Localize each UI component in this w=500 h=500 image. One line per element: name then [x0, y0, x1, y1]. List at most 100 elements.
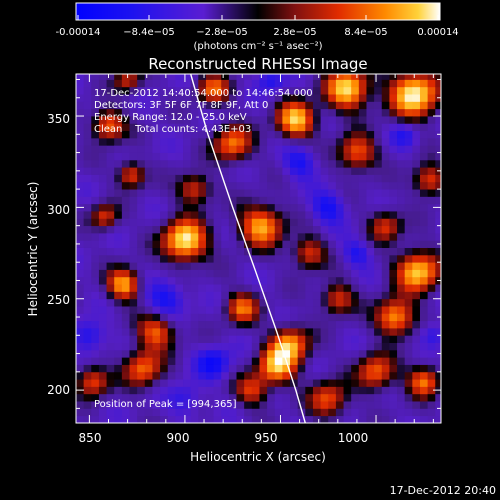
heatmap-cell — [351, 108, 360, 117]
heatmap-cell — [381, 262, 390, 270]
heatmap-cell — [335, 247, 344, 256]
heatmap-cell — [381, 240, 390, 248]
heatmap-cell — [251, 320, 260, 329]
heatmap-cell — [351, 218, 360, 227]
heatmap-cell — [221, 211, 230, 219]
heatmap-cell — [305, 189, 314, 197]
heatmap-cell — [312, 159, 321, 168]
heatmap-cell — [76, 401, 85, 409]
heatmap-cell — [98, 298, 107, 307]
heatmap-cell — [328, 94, 337, 102]
heatmap-cell — [76, 349, 85, 358]
heatmap-cell — [351, 196, 360, 205]
heatmap-cell — [244, 327, 253, 336]
heatmap-cell — [290, 306, 299, 314]
heatmap-cell — [236, 408, 245, 417]
heatmap-cell — [175, 167, 184, 175]
heatmap-cell — [297, 371, 306, 380]
heatmap-cell — [106, 167, 115, 175]
heatmap-cell — [91, 94, 100, 102]
heatmap-cell — [343, 101, 352, 110]
heatmap-cell — [167, 211, 176, 219]
heatmap-cell — [435, 254, 441, 263]
heatmap-cell — [144, 108, 153, 117]
heatmap-cell — [244, 152, 253, 161]
heatmap-cell — [404, 167, 413, 175]
heatmap-cell — [175, 313, 184, 322]
heatmap-cell — [98, 94, 107, 102]
heatmap-cell — [297, 218, 306, 227]
heatmap-cell — [343, 349, 352, 358]
heatmap-cell — [183, 276, 192, 285]
heatmap-cell — [106, 211, 115, 219]
heatmap-cell — [312, 232, 321, 241]
heatmap-cell — [282, 196, 291, 205]
heatmap-cell — [152, 167, 161, 175]
heatmap-cell — [435, 262, 441, 270]
heatmap-cell — [121, 262, 130, 270]
heatmap-cell — [374, 174, 383, 183]
heatmap-cell — [98, 276, 107, 285]
heatmap-cell — [381, 225, 390, 234]
heatmap-cell — [389, 254, 398, 263]
heatmap-cell — [351, 240, 360, 248]
heatmap-cell — [397, 291, 406, 300]
heatmap-cell — [305, 291, 314, 300]
heatmap-cell — [251, 101, 260, 110]
heatmap-cell — [297, 247, 306, 256]
heatmap-cell — [290, 291, 299, 300]
heatmap-cell — [297, 276, 306, 285]
heatmap-cell — [404, 240, 413, 248]
heatmap-cell — [389, 225, 398, 234]
heatmap-cell — [205, 349, 214, 358]
heatmap-cell — [83, 79, 92, 88]
heatmap-cell — [397, 401, 406, 409]
annotation-time-range: 17-Dec-2012 14:40:54.000 to 14:46:54.000 — [94, 88, 313, 99]
heatmap-cell — [91, 152, 100, 161]
heatmap-cell — [343, 74, 352, 80]
x-tick-label-1000: 1000 — [338, 431, 369, 445]
heatmap-cell — [129, 130, 138, 139]
heatmap-cell — [144, 79, 153, 88]
heatmap-cell — [381, 94, 390, 102]
heatmap-cell — [183, 86, 192, 95]
heatmap-cell — [259, 254, 268, 263]
heatmap-cell — [320, 320, 329, 329]
heatmap-cell — [221, 335, 230, 343]
y-tick-label-200: 200 — [47, 383, 70, 397]
heatmap-cell — [91, 415, 100, 423]
heatmap-cell — [83, 189, 92, 197]
heatmap-cell — [114, 116, 123, 124]
heatmap-cell — [259, 415, 268, 423]
heatmap-cell — [251, 364, 260, 373]
heatmap-cell — [137, 349, 146, 358]
heatmap-cell — [259, 401, 268, 409]
heatmap-cell — [221, 349, 230, 358]
heatmap-cell — [213, 116, 222, 124]
heatmap-cell — [297, 313, 306, 322]
heatmap-cell — [404, 174, 413, 183]
heatmap-cell — [366, 401, 375, 409]
heatmap-cell — [76, 364, 85, 373]
heatmap-cell — [114, 320, 123, 329]
heatmap-cell — [320, 342, 329, 351]
heatmap-cell — [198, 357, 207, 365]
heatmap-cell — [160, 284, 169, 292]
heatmap-cell — [183, 306, 192, 314]
heatmap-cell — [114, 101, 123, 110]
heatmap-cell — [114, 137, 123, 146]
heatmap-cell — [366, 254, 375, 263]
heatmap-cell — [190, 386, 199, 395]
heatmap-cell — [190, 211, 199, 219]
heatmap-cell — [167, 203, 176, 212]
heatmap-cell — [419, 101, 429, 110]
heatmap-cell — [259, 74, 268, 80]
heatmap-cell — [419, 415, 429, 423]
heatmap-cell — [91, 349, 100, 358]
heatmap-cell — [335, 167, 344, 175]
heatmap-cell — [175, 254, 184, 263]
heatmap-cell — [305, 284, 314, 292]
heatmap-cell — [76, 196, 85, 205]
heatmap-cell — [244, 364, 253, 373]
heatmap-cell — [190, 101, 199, 110]
